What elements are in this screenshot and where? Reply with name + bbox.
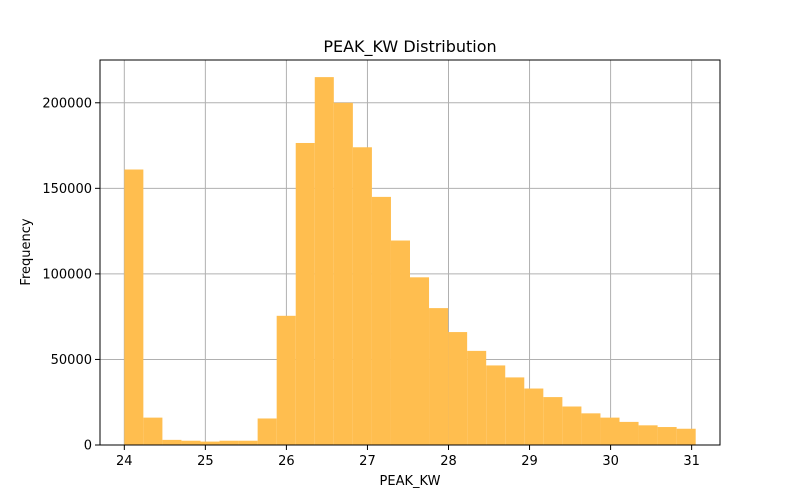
histogram-bar [524,388,544,445]
histogram-bar [314,77,334,445]
x-tick-label: 29 [521,454,538,469]
histogram-bar [238,440,258,445]
histogram-bar [352,147,372,445]
y-tick-label: 50000 [51,353,92,368]
histogram-bars [124,77,696,446]
histogram-bar [333,102,353,446]
histogram-bar [162,439,182,445]
histogram-bar [124,169,144,445]
histogram-bar [143,417,163,445]
x-tick-label: 24 [116,454,133,469]
histogram-bar [562,406,582,445]
y-tick-label: 150000 [42,182,92,197]
chart-title: PEAK_KW Distribution [323,37,496,57]
histogram-bar [219,440,239,445]
histogram-bar [371,196,391,445]
histogram-bar [600,417,620,445]
histogram-bar [581,413,601,445]
histogram-bar [276,315,296,445]
histogram-bar [257,418,277,445]
y-tick-label: 0 [84,439,92,454]
axis-ticks: 24 25 26 27 28 29 30 31 0 50000 100000 150000 200000 [42,96,700,469]
histogram-bar [467,350,487,445]
x-tick-label: 26 [278,454,295,469]
histogram-bar [200,441,220,445]
x-axis-label: PEAK_KW [380,474,441,489]
y-axis-label: Frequency [19,218,34,285]
histogram-bar [505,377,525,445]
y-tick-label: 200000 [42,96,92,111]
x-tick-label: 30 [602,454,619,469]
x-tick-label: 31 [683,454,700,469]
histogram-bar [295,142,315,445]
histogram-bar [638,425,658,445]
histogram-bar [486,365,506,445]
histogram-bar [676,428,696,445]
histogram-bar [619,421,639,445]
histogram-bar [390,240,410,445]
x-tick-label: 28 [440,454,457,469]
x-tick-label: 25 [197,454,214,469]
plot-area-frame [99,59,721,446]
y-tick-label: 100000 [42,267,92,282]
histogram-bar [410,277,430,445]
histogram-bar [657,427,677,445]
histogram-bar [429,308,449,445]
histogram-bar [448,332,468,445]
histogram-bar [181,440,201,445]
histogram-bar [543,397,563,445]
x-tick-label: 27 [359,454,376,469]
